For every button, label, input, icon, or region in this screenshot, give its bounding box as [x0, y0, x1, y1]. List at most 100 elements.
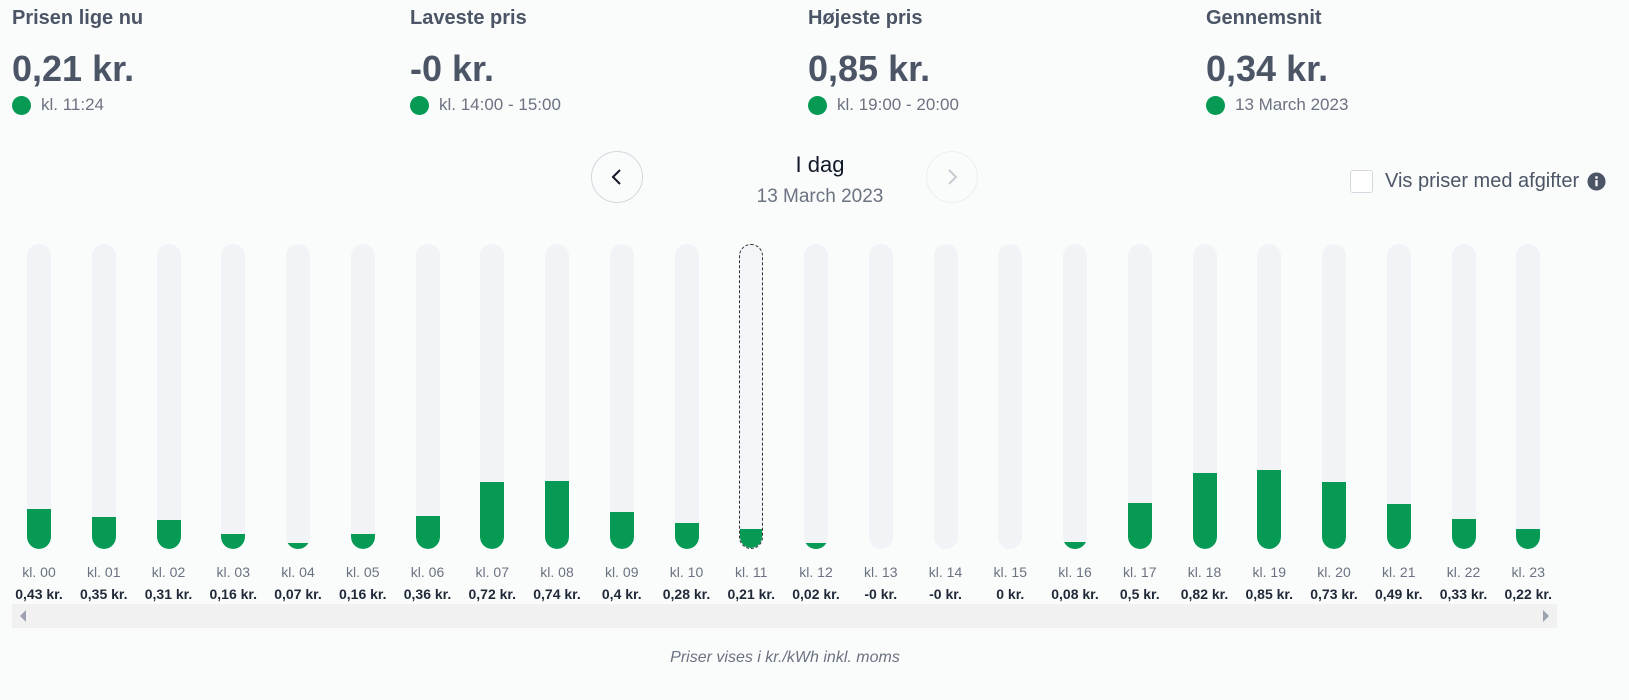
hour-label: kl. 01 — [87, 564, 121, 580]
status-dot-icon — [1206, 95, 1225, 115]
bar-track[interactable] — [739, 244, 764, 549]
bar-track[interactable] — [286, 244, 310, 549]
previous-day-button[interactable] — [591, 151, 643, 203]
scroll-left-arrow-icon[interactable] — [20, 610, 26, 622]
bar-fill — [545, 480, 569, 549]
stat-value: 0,85 kr. — [808, 48, 931, 89]
stat-label: Højeste pris — [808, 7, 923, 29]
bar-fill — [415, 515, 440, 549]
price-label: 0,07 kr. — [274, 586, 322, 602]
bar-track[interactable] — [1322, 244, 1346, 549]
hour-label: kl. 16 — [1058, 564, 1092, 580]
bar-track[interactable] — [480, 244, 505, 549]
bar-track[interactable] — [91, 244, 116, 549]
price-stats: Prisen lige nu 0,21 kr. kl. 11:24 Lavest… — [12, 6, 1612, 116]
price-label: 0,16 kr. — [339, 586, 387, 602]
hour-label: kl. 21 — [1382, 564, 1416, 580]
stat-lowest-price: Laveste pris -0 kr. kl. 14:00 - 15:00 — [410, 6, 790, 115]
horizontal-scrollbar[interactable] — [12, 604, 1557, 628]
stat-current-price: Prisen lige nu 0,21 kr. kl. 11:24 — [12, 6, 392, 115]
price-label: 0,36 kr. — [403, 586, 452, 602]
bar-track[interactable] — [1127, 244, 1152, 549]
price-label: 0,16 kr. — [209, 586, 258, 602]
bar-fill — [221, 534, 246, 549]
bar-track[interactable] — [1063, 244, 1087, 549]
hour-label: kl. 22 — [1446, 564, 1481, 580]
stat-sub: 13 March 2023 — [1206, 95, 1586, 115]
date-title: I dag 13 March 2023 — [680, 152, 960, 208]
bar-fill — [91, 516, 116, 549]
bar-track[interactable] — [674, 244, 699, 549]
bar-track[interactable] — [998, 244, 1023, 549]
bar-track[interactable] — [804, 244, 828, 549]
scroll-right-arrow-icon[interactable] — [1543, 610, 1549, 622]
bar-fill — [1063, 541, 1087, 549]
price-label: 0,02 kr. — [792, 586, 840, 602]
date-label: 13 March 2023 — [756, 186, 884, 207]
price-label: 0,08 kr. — [1051, 586, 1099, 602]
price-label: 0,74 kr. — [533, 586, 581, 602]
hour-label: kl. 08 — [540, 564, 574, 580]
price-label: -0 kr. — [929, 586, 962, 602]
bar-track[interactable] — [933, 244, 958, 549]
bar-fill — [286, 542, 310, 549]
bar-fill — [156, 520, 181, 549]
stat-value: 0,21 kr. — [12, 48, 135, 89]
price-label: 0,82 kr. — [1180, 586, 1229, 602]
stat-highest-price: Højeste pris 0,85 kr. kl. 19:00 - 20:00 — [808, 6, 1188, 115]
stat-sub-text: kl. 19:00 - 20:00 — [837, 95, 959, 114]
stat-label: Gennemsnit — [1206, 7, 1322, 29]
bar-fill — [804, 543, 828, 549]
bar-track[interactable] — [1386, 244, 1411, 549]
price-label: 0 kr. — [996, 586, 1025, 602]
price-label: 0,31 kr. — [144, 586, 193, 602]
stat-sub-text: 13 March 2023 — [1235, 95, 1349, 114]
bar-track[interactable] — [1451, 244, 1476, 549]
price-label: 0,73 kr. — [1310, 586, 1358, 602]
hour-label: kl. 12 — [799, 564, 833, 580]
price-label: 0,72 kr. — [468, 586, 517, 602]
status-dot-icon — [410, 95, 429, 115]
price-label: 0,43 kr. — [15, 586, 63, 602]
tax-checkbox[interactable] — [1350, 170, 1373, 193]
price-label: 0,22 kr. — [1504, 586, 1553, 602]
bar-track[interactable] — [221, 244, 246, 549]
stat-value: 0,34 kr. — [1206, 48, 1329, 89]
bar-track[interactable] — [27, 244, 51, 549]
price-label: -0 kr. — [864, 586, 898, 602]
bar-fill — [480, 482, 505, 549]
price-footnote: Priser vises i kr./kWh inkl. moms — [670, 649, 900, 666]
bar-track[interactable] — [156, 244, 181, 549]
chevron-right-icon — [948, 169, 958, 185]
bar-fill — [1451, 518, 1476, 549]
price-label: 0,5 kr. — [1119, 586, 1160, 602]
next-day-button[interactable] — [926, 151, 978, 203]
hour-label: kl. 20 — [1317, 564, 1351, 580]
hour-label: kl. 09 — [605, 564, 639, 580]
status-dot-icon — [808, 95, 827, 115]
bar-track[interactable] — [1257, 244, 1282, 549]
tax-toggle[interactable]: Vis priser med afgifter — [1350, 170, 1606, 193]
stat-sub-text: kl. 11:24 — [41, 95, 105, 114]
stat-label: Laveste pris — [410, 7, 527, 29]
bar-track[interactable] — [350, 244, 375, 549]
bar-track[interactable] — [609, 244, 634, 549]
stat-label: Prisen lige nu — [12, 7, 144, 29]
bar-fill — [1257, 470, 1282, 549]
tax-toggle-label[interactable]: Vis priser med afgifter — [1385, 170, 1580, 192]
bar-track[interactable] — [868, 244, 893, 549]
bar-track[interactable] — [415, 244, 440, 549]
bar-fill — [1192, 473, 1217, 549]
bar-fill — [350, 534, 375, 549]
hour-label: kl. 00 — [22, 564, 56, 580]
bar-track[interactable] — [1192, 244, 1217, 549]
price-label: 0,28 kr. — [662, 586, 711, 602]
status-dot-icon — [12, 95, 31, 115]
chevron-left-icon — [611, 169, 621, 185]
stat-sub: kl. 19:00 - 20:00 — [808, 95, 1188, 115]
info-icon[interactable] — [1587, 172, 1606, 191]
bar-track[interactable] — [545, 244, 569, 549]
bar-fill — [740, 528, 763, 548]
hourly-price-chart: kl. 00 0,43 kr. kl. 01 0,35 kr. kl. 02 0,31 k… — [0, 230, 1629, 610]
bar-track[interactable] — [1516, 244, 1541, 549]
